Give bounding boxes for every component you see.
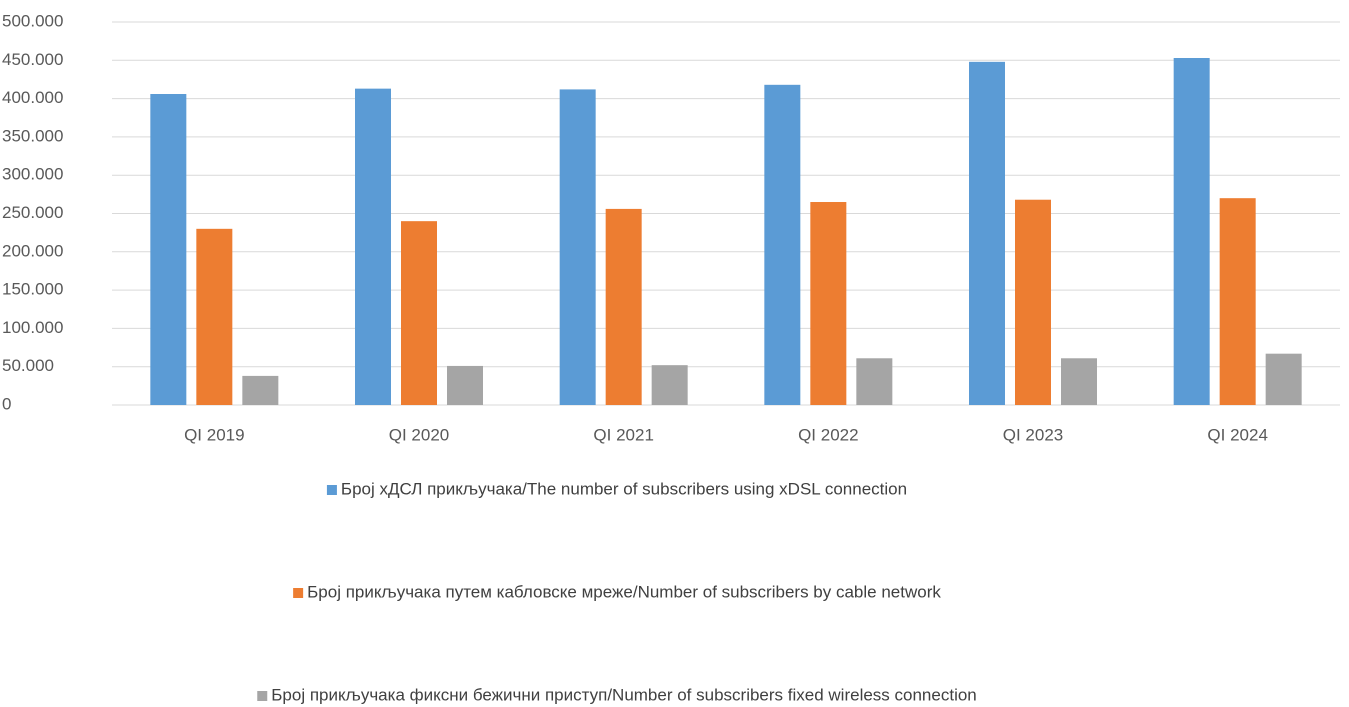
y-tick-label: 0: [2, 394, 11, 413]
bar: [1015, 199, 1051, 405]
y-tick-label: 200.000: [2, 241, 63, 260]
y-tick-label: 150.000: [2, 280, 63, 299]
bar: [651, 365, 688, 405]
x-tick-label: QI 2024: [1207, 425, 1268, 444]
x-tick-label: QI 2020: [389, 425, 450, 444]
bar: [605, 208, 642, 405]
bar: [764, 84, 801, 405]
legend-swatch: [326, 485, 337, 495]
x-tick-label: QI 2022: [798, 425, 859, 444]
bar: [150, 94, 187, 405]
y-tick-label: 400.000: [2, 88, 63, 107]
bar: [1265, 353, 1302, 405]
x-tick-label: QI 2021: [593, 425, 654, 444]
bar: [1219, 198, 1256, 405]
bar: [242, 375, 279, 405]
legend-swatch: [257, 691, 268, 701]
bar: [401, 221, 437, 405]
bar: [1173, 58, 1210, 405]
y-tick-label: 300.000: [2, 165, 63, 184]
bar: [447, 365, 483, 405]
legend-swatch: [293, 588, 304, 598]
bar: [1061, 358, 1097, 405]
bar: [856, 358, 893, 405]
legend-label: Број прикључака фиксни бежични приступ/N…: [271, 685, 977, 704]
bar: [559, 89, 596, 406]
bar: [969, 61, 1005, 405]
y-tick-label: 50.000: [2, 356, 54, 375]
x-tick-label: QI 2023: [1003, 425, 1064, 444]
legend-label: Број прикључака путем кабловске мреже/Nu…: [307, 582, 941, 601]
bar: [196, 228, 233, 405]
y-tick-label: 350.000: [2, 126, 63, 145]
x-tick-label: QI 2019: [184, 425, 245, 444]
y-tick-label: 250.000: [2, 203, 63, 222]
y-tick-label: 450.000: [2, 50, 63, 69]
y-tick-label: 100.000: [2, 318, 63, 337]
legend-label: Број хДСЛ прикључака/The number of subsc…: [341, 479, 907, 498]
bar: [355, 88, 391, 405]
bar: [810, 202, 847, 405]
y-tick-label: 500.000: [2, 11, 63, 30]
